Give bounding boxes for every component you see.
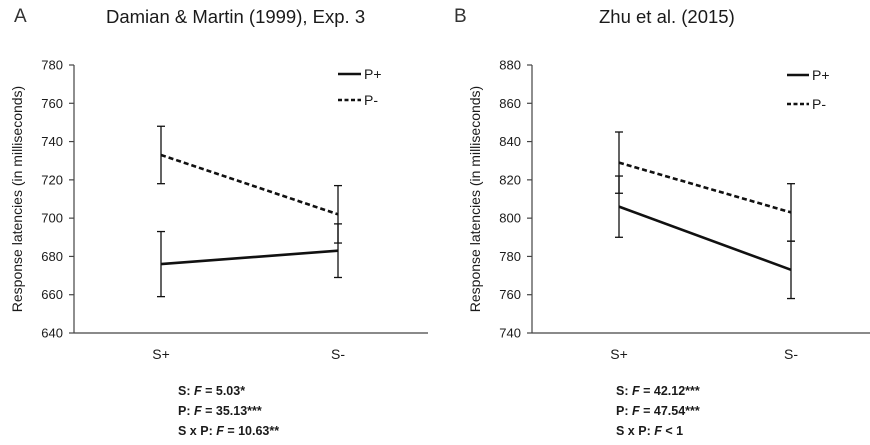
stats-block: S: F = 42.12*** P: F = 47.54*** S x P: F… (616, 381, 700, 441)
chart-title: Zhu et al. (2015) (599, 6, 735, 27)
x-tick-label: S+ (152, 346, 170, 362)
stats-row-s: S: F = 42.12*** (616, 384, 700, 398)
y-tick-label: 800 (499, 211, 521, 226)
y-tick-label: 640 (41, 326, 63, 341)
y-tick-label: 740 (41, 134, 63, 149)
panel-b: B Zhu et al. (2015) 740 760 780 800 820 840 86… (435, 0, 870, 445)
chart-b: 740 760 780 800 820 840 860 880 Response latenci… (467, 58, 870, 362)
stats-row-sxp: S x P: F < 1 (616, 424, 684, 438)
y-axis-label: Response latencies (in milliseconds) (9, 86, 25, 312)
chart-a: 640 660 680 700 720 740 760 780 Response latenci… (9, 58, 428, 362)
legend-label: P+ (364, 66, 382, 82)
stats-row-s: S: F = 5.03* (178, 384, 246, 398)
y-tick-label: 820 (499, 172, 521, 187)
stats-block: S: F = 5.03* P: F = 35.13*** S x P: F = … (178, 381, 279, 441)
stats-row-p: P: F = 47.54*** (616, 404, 700, 418)
y-tick-label: 680 (41, 249, 63, 264)
x-tick-label: S- (331, 346, 345, 362)
y-tick-label: 840 (499, 134, 521, 149)
panel-letter: A (14, 6, 27, 27)
stats-row-sxp: S x P: F = 10.63** (178, 424, 280, 438)
panel-a: A Damian & Martin (1999), Exp. 3 640 660 6… (9, 6, 428, 441)
y-tick-label: 860 (499, 96, 521, 111)
x-tick-label: S- (784, 346, 798, 362)
y-tick-label: 720 (41, 172, 63, 187)
y-tick-label: 760 (41, 96, 63, 111)
stats-row-p: P: F = 35.13*** (178, 404, 262, 418)
y-tick-label: 660 (41, 287, 63, 302)
y-tick-label: 740 (499, 326, 521, 341)
series-line-p-minus (160, 153, 339, 216)
panel-letter: B (454, 6, 467, 27)
y-tick-label: 760 (499, 287, 521, 302)
legend-label: P+ (812, 67, 830, 83)
legend-label: P- (364, 92, 378, 108)
y-axis-label: Response latencies (in milliseconds) (467, 86, 483, 312)
y-tick-label: 780 (41, 58, 63, 73)
y-tick-label: 780 (499, 249, 521, 264)
y-tick-label: 700 (41, 211, 63, 226)
legend-label: P- (812, 96, 826, 112)
series-line-p-minus (618, 161, 792, 214)
series-line-p-plus (160, 249, 339, 266)
y-tick-label: 880 (499, 58, 521, 73)
series-line-p-plus (618, 205, 792, 272)
chart-title: Damian & Martin (1999), Exp. 3 (106, 6, 366, 27)
x-tick-label: S+ (610, 346, 628, 362)
